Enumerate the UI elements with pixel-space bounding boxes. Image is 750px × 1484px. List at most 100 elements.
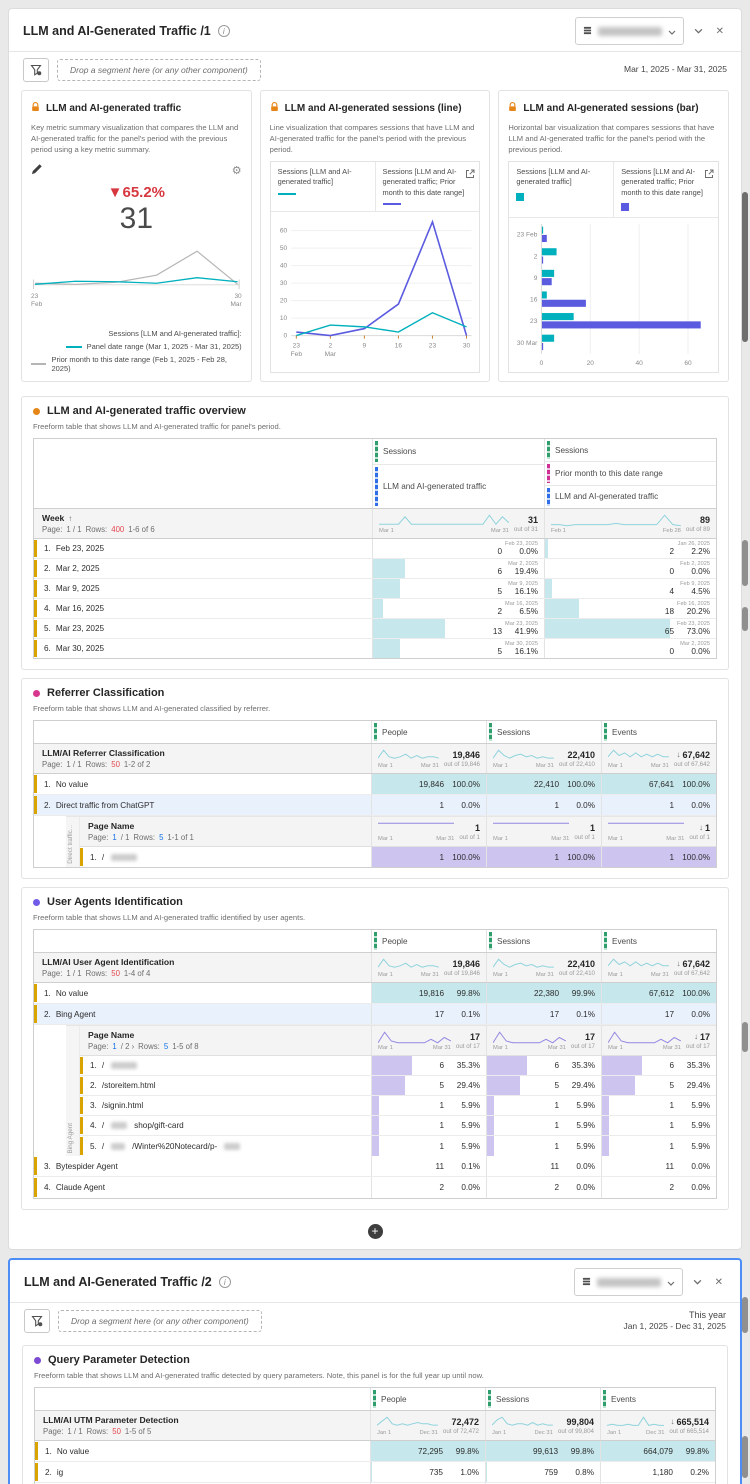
table-row[interactable]: 4. / shop/gift-card 1 5.9% 1 5.9% 1 5.9% [80,1116,716,1137]
sort-descending-icon[interactable]: ↓ [693,1032,698,1042]
metric-value-cell[interactable]: Feb 9, 2025 4 4.5% [544,579,716,599]
pager-item[interactable]: 5 [163,1042,169,1052]
metric-value-cell[interactable]: Mar 2, 2025 6 19.4% [372,559,544,579]
table-row[interactable]: 1. / 1 100.0% 1 100.0% 1 100.0% [80,847,716,868]
scrollbar-thumb[interactable] [742,1297,748,1333]
metric-value-cell[interactable]: 99,613 99.8% [485,1441,600,1462]
table-row[interactable]: 3. Bytespider Agent 11 0.1% 11 0.0% 11 0.0% [34,1156,716,1178]
panel-date-range[interactable]: Mar 1, 2025 - Mar 31, 2025 [623,64,727,75]
column-header-sessions[interactable]: Sessions [485,1388,600,1411]
table-row[interactable]: 4. Claude Agent 2 0.0% 2 0.0% 2 0.0% [34,1177,716,1199]
segment-filter-icon[interactable] [23,58,49,82]
metric-value-cell[interactable]: 6 35.3% [601,1056,716,1076]
table-row[interactable]: 1. No value 72,295 99.8% 99,613 99.8% 664,079 9… [35,1441,715,1463]
metric-value-cell[interactable]: 11 0.0% [486,1156,601,1177]
legend-prior[interactable]: Sessions [LLM and AI-generated traffic; … [374,162,480,212]
metric-value-cell[interactable]: 11 0.0% [601,1156,716,1177]
metric-value-cell[interactable]: 5 29.4% [371,1076,486,1096]
metric-value-cell[interactable]: 1 0.0% [601,795,716,816]
legend-prior[interactable]: Sessions [LLM and AI-generated traffic; … [613,162,718,218]
export-icon[interactable] [704,166,714,184]
segment-drop-zone[interactable]: Drop a segment here (or any other compon… [58,1310,262,1333]
pager-item[interactable]: 50 [111,969,120,979]
report-suite-selector[interactable] [574,17,684,45]
table-row[interactable]: 2. ig 735 1.0% 759 0.8% 1,180 0.2% [35,1462,715,1484]
metric-value-cell[interactable]: 1 5.9% [601,1136,716,1157]
add-visualization-button[interactable]: + [367,1224,383,1240]
segment-drop-zone[interactable]: Drop a segment here (or any other compon… [57,59,261,81]
metric-value-cell[interactable]: Mar 2, 2025 0 0.0% [544,639,716,659]
metric-value-cell[interactable]: 11 0.1% [371,1156,486,1177]
metric-value-cell[interactable]: 2 0.0% [371,1177,486,1199]
sort-ascending-icon[interactable]: ↑ [68,513,73,523]
table-row[interactable]: 2. Bing Agent 17 0.1% 17 0.1% 17 0.0% [34,1004,716,1026]
table-row[interactable]: 1. / 6 35.3% 6 35.3% 6 35.3% [80,1056,716,1077]
metric-value-cell[interactable]: 22,380 99.9% [486,983,601,1004]
info-icon[interactable]: i [217,25,230,37]
metric-value-cell[interactable]: 1 5.9% [371,1096,486,1116]
sort-descending-icon[interactable]: ↓ [676,750,681,760]
metric-value-cell[interactable]: 1 5.9% [371,1136,486,1157]
metric-value-cell[interactable]: 19,816 99.8% [371,983,486,1004]
metric-value-cell[interactable]: 1 5.9% [486,1116,601,1136]
metric-value-cell[interactable]: 1 5.9% [486,1136,601,1157]
table-row[interactable]: 3. Mar 9, 2025 Mar 9, 2025 5 16.1% Feb 9, 202… [34,579,716,600]
info-icon[interactable]: i [218,1276,231,1289]
settings-icon[interactable]: ⚙ [231,164,242,177]
metric-value-cell[interactable]: 17 0.1% [371,1004,486,1025]
sort-descending-icon[interactable]: ↓ [676,959,681,969]
edit-icon[interactable] [31,162,42,180]
scrollbar-thumb[interactable] [742,192,748,342]
metric-value-cell[interactable]: 1,180 0.2% [600,1462,715,1483]
column-header-events[interactable]: Events [601,721,716,744]
table-row[interactable]: 1. Feb 23, 2025 Feb 23, 2025 0 0.0% Jan 26, 2… [34,539,716,560]
metric-column-header[interactable]: Sessions LLM and AI-generated traffic [372,439,544,509]
column-header-people[interactable]: People [370,1388,485,1411]
panel-date-range[interactable]: This year Jan 1, 2025 - Dec 31, 2025 [623,1310,726,1332]
sort-descending-icon[interactable]: ↓ [670,1417,675,1427]
pager-item[interactable]: 1 [112,1042,117,1052]
table-row[interactable]: 5. Mar 23, 2025 Mar 23, 2025 13 41.9% Feb 23,… [34,619,716,640]
metric-value-cell[interactable]: 1 0.0% [371,795,486,816]
metric-value-cell[interactable]: 2 0.0% [601,1177,716,1199]
pager-item[interactable]: 1 [112,833,117,843]
metric-value-cell[interactable]: Mar 30, 2025 5 16.1% [372,639,544,659]
legend-current[interactable]: Sessions [LLM and AI-generated traffic] [509,162,613,217]
metric-value-cell[interactable]: 5 29.4% [486,1076,601,1096]
metric-value-cell[interactable]: 759 0.8% [485,1462,600,1483]
metric-value-cell[interactable]: 1 100.0% [601,847,716,868]
column-header-people[interactable]: People [371,930,486,953]
scrollbar-thumb[interactable] [742,1022,748,1052]
table-row[interactable]: 6. Mar 30, 2025 Mar 30, 2025 5 16.1% Mar 2, 2… [34,639,716,659]
legend-current[interactable]: Sessions [LLM and AI-generated traffic] [271,162,375,211]
metric-value-cell[interactable]: Feb 2, 2025 0 0.0% [544,559,716,579]
metric-value-cell[interactable]: 17 0.1% [486,1004,601,1025]
column-header-sessions[interactable]: Sessions [486,721,601,744]
metric-value-cell[interactable]: 1 100.0% [371,847,486,868]
pager-item[interactable]: 5 [159,833,164,843]
metric-value-cell[interactable]: 6 35.3% [371,1056,486,1076]
column-header-people[interactable]: People [371,721,486,744]
table-row[interactable]: 2. Mar 2, 2025 Mar 2, 2025 6 19.4% Feb 2, 202… [34,559,716,580]
scrollbar-thumb[interactable] [742,540,748,586]
metric-value-cell[interactable]: 1 100.0% [486,847,601,868]
sort-descending-icon[interactable]: ↓ [698,823,703,833]
pager-item[interactable]: 400 [111,525,125,535]
scrollbar-thumb[interactable] [742,1436,748,1478]
table-row[interactable]: 2. Direct traffic from ChatGPT 1 0.0% 1 0.0% 1… [34,795,716,817]
table-row[interactable]: 4. Mar 16, 2025 Mar 16, 2025 2 6.5% Feb 16, 2… [34,599,716,620]
metric-value-cell[interactable]: 22,410 100.0% [486,774,601,795]
metric-value-cell[interactable]: 1 5.9% [601,1116,716,1136]
report-suite-selector[interactable] [573,1268,683,1297]
table-row[interactable]: 1. No value 19,816 99.8% 22,380 99.9% 67,612 10… [34,983,716,1005]
close-panel-icon[interactable]: ✕ [714,1276,723,1288]
collapse-panel-icon[interactable] [691,28,706,34]
metric-value-cell[interactable]: Jan 26, 2025 2 2.2% [544,539,716,559]
table-row[interactable]: 5. / /Winter%20Notecard/p- 1 5.9% 1 5.9% 1 5.9% [80,1136,716,1157]
metric-value-cell[interactable]: 19,846 100.0% [371,774,486,795]
table-row[interactable]: 3. /signin.html 1 5.9% 1 5.9% 1 5.9% [80,1096,716,1117]
metric-value-cell[interactable]: 67,612 100.0% [601,983,716,1004]
metric-value-cell[interactable]: 5 29.4% [601,1076,716,1096]
metric-value-cell[interactable]: 735 1.0% [370,1462,485,1483]
column-header-events[interactable]: Events [601,930,716,953]
